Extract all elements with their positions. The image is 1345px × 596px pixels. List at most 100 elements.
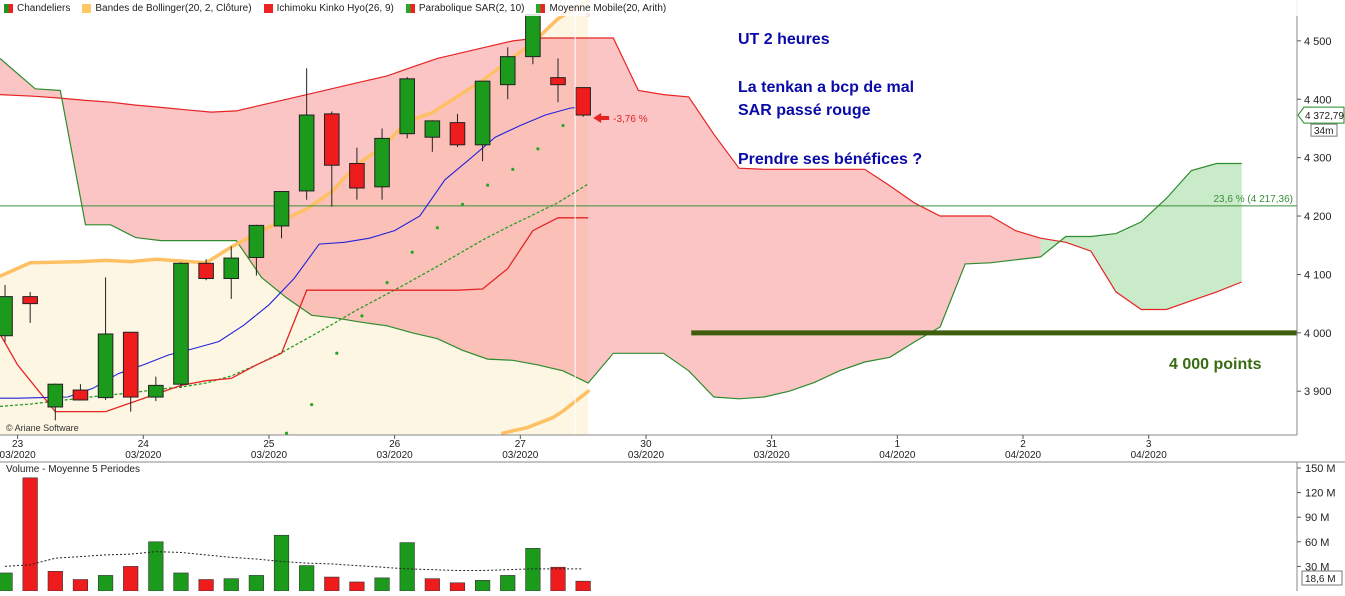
- candle-body: [47, 383, 64, 408]
- volume-bar: [550, 566, 566, 592]
- change-arrow-icon: [593, 113, 610, 124]
- candle-body: [374, 137, 390, 188]
- volume-bar: [47, 571, 63, 592]
- candle-body: [324, 113, 340, 166]
- annotation-profit: Prendre ses bénéfices ?: [738, 151, 923, 168]
- time-axis-day: 31: [766, 439, 778, 450]
- legend-label: Bandes de Bollinger(20, 2, Clôture): [95, 2, 252, 14]
- change-label: -3,76 %: [613, 114, 648, 125]
- candle-body: [198, 262, 214, 280]
- time-axis-day: 30: [640, 439, 652, 450]
- volume-bar: [223, 578, 239, 592]
- candle-body: [22, 296, 38, 305]
- candle-body: [474, 80, 491, 146]
- candle-body: [97, 333, 114, 399]
- candle-body: [173, 262, 189, 385]
- price-axis-label: 4 500: [1304, 36, 1332, 48]
- senkou-span-a-line: [0, 37, 1242, 311]
- tenkan-line: [0, 106, 589, 399]
- time-axis-month: 04/2020: [1131, 450, 1168, 461]
- sar-point: [561, 123, 565, 128]
- time-axis-day: 27: [515, 439, 527, 450]
- legend-label: Ichimoku Kinko Hyo(26, 9): [276, 2, 394, 14]
- sar-point: [284, 431, 289, 435]
- candle-body: [122, 331, 139, 398]
- candle-body: [248, 224, 265, 258]
- candle-body: [72, 389, 89, 401]
- kumo-red-cloud: [0, 37, 1041, 399]
- senkou-span-b-line: [0, 57, 1242, 400]
- volume-axis-label: 120 M: [1305, 488, 1336, 500]
- candle-body: [223, 257, 240, 280]
- legend-item-2[interactable]: Ichimoku Kinko Hyo(26, 9): [263, 2, 394, 14]
- last-price-label: 4 372,79: [1305, 111, 1344, 122]
- legend-item-3[interactable]: Parabolique SAR(2, 10): [405, 2, 525, 14]
- sar-point: [360, 314, 364, 318]
- volume-axis-label: 90 M: [1305, 512, 1329, 524]
- legend-item-4[interactable]: Moyenne Mobile(20, Arith): [536, 3, 666, 14]
- candle-body: [449, 122, 466, 146]
- last-volume-label: 18,6 M: [1305, 574, 1336, 585]
- legend-item-0[interactable]: Chandeliers: [4, 3, 70, 14]
- volume-bar: [22, 477, 38, 592]
- volume-bar: [173, 572, 189, 592]
- candle-body: [424, 120, 441, 138]
- time-axis-month: 03/2020: [0, 450, 36, 461]
- sar-point: [410, 250, 414, 254]
- time-axis-month: 03/2020: [251, 450, 288, 461]
- volume-bar: [525, 548, 541, 592]
- legend-swatch-icon: [4, 3, 13, 13]
- price-axis-label: 4 000: [1304, 328, 1332, 340]
- time-axis-month: 03/2020: [377, 450, 414, 461]
- candle-body: [0, 296, 13, 337]
- volume-axis-label: 150 M: [1305, 463, 1336, 475]
- candle-body: [273, 191, 290, 227]
- sar-point: [536, 147, 540, 151]
- annotation-timeframe: UT 2 heures: [738, 31, 830, 48]
- time-axis-month: 04/2020: [1005, 450, 1042, 461]
- candle-body: [349, 162, 365, 189]
- volume-bar: [273, 534, 290, 592]
- time-axis-day: 26: [389, 439, 401, 450]
- price-axis-label: 4 200: [1304, 211, 1332, 223]
- volume-bar: [97, 575, 114, 592]
- volume-bar: [374, 577, 390, 592]
- sar-point: [460, 202, 465, 206]
- volume-bar: [500, 575, 516, 592]
- last-volume-tag: [1301, 570, 1343, 586]
- volume-bar: [123, 566, 139, 592]
- volume-bar: [449, 582, 466, 592]
- bollinger-upper-line: [0, 0, 590, 278]
- legend-swatch-icon: [263, 3, 273, 13]
- time-axis-day: 24: [138, 439, 150, 450]
- legend-swatch-icon: [82, 3, 92, 13]
- legend-item-1[interactable]: Bandes de Bollinger(20, 2, Clôture): [82, 2, 252, 14]
- volume-bar: [248, 575, 264, 592]
- volume-bar: [299, 565, 315, 592]
- candle-body: [148, 384, 164, 398]
- sar-point: [385, 281, 389, 285]
- chart-legend: Chandeliers Bandes de Bollinger(20, 2, Cl…: [0, 0, 1300, 16]
- volume-moving-average-line: [4, 551, 584, 571]
- volume-bar: [148, 541, 164, 592]
- candle-body: [499, 56, 516, 86]
- legend-swatch-icon: [405, 3, 415, 13]
- price-axis-label: 4 300: [1304, 153, 1332, 165]
- sar-point: [335, 351, 339, 355]
- volume-bar: [349, 581, 365, 592]
- time-axis-month: 03/2020: [754, 450, 791, 461]
- time-axis-day: 2: [1020, 439, 1026, 450]
- legend-label: Parabolique SAR(2, 10): [418, 2, 525, 14]
- timer-label: 34m: [1314, 126, 1333, 137]
- volume-bar: [324, 576, 340, 592]
- price-axis-label: 4 100: [1304, 269, 1332, 281]
- price-axis-label: 4 400: [1304, 94, 1332, 106]
- sar-point: [310, 403, 314, 407]
- time-axis-month: 03/2020: [502, 450, 539, 461]
- annotation-sar: SAR passé rouge: [738, 102, 871, 119]
- volume-bar: [198, 579, 214, 592]
- candle-body: [575, 87, 591, 116]
- volume-axis-label: 60 M: [1305, 537, 1329, 549]
